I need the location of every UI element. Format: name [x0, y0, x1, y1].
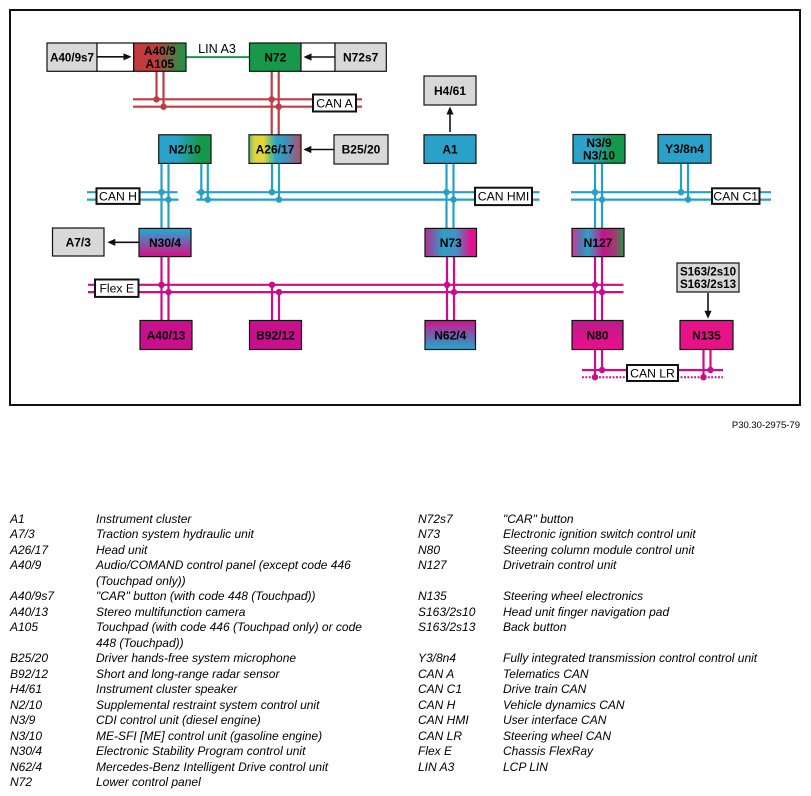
svg-text:N73: N73: [440, 236, 462, 250]
svg-text:N3/10: N3/10: [583, 148, 615, 162]
svg-text:A40/9s7: A40/9s7: [50, 51, 94, 64]
svg-text:Y3/8n4: Y3/8n4: [665, 142, 704, 156]
svg-text:A40/9: A40/9: [144, 44, 176, 58]
svg-text:S163/2s10: S163/2s10: [680, 266, 736, 279]
svg-text:N3/9: N3/9: [586, 136, 612, 150]
svg-text:N72s7: N72s7: [343, 50, 379, 64]
svg-text:B92/12: B92/12: [256, 328, 295, 342]
svg-text:CAN C1: CAN C1: [713, 189, 758, 203]
svg-text:CAN LR: CAN LR: [630, 366, 675, 380]
svg-text:CAN HMI: CAN HMI: [478, 190, 529, 204]
svg-text:CAN H: CAN H: [99, 189, 137, 203]
svg-text:H4/61: H4/61: [434, 84, 466, 98]
svg-text:N30/4: N30/4: [149, 236, 181, 250]
svg-text:S163/2s13: S163/2s13: [680, 278, 737, 291]
svg-text:Flex E: Flex E: [99, 282, 134, 296]
svg-text:A1: A1: [442, 142, 458, 156]
svg-text:A7/3: A7/3: [66, 235, 92, 249]
svg-text:A105: A105: [146, 57, 175, 71]
svg-text:N2/10: N2/10: [169, 142, 201, 156]
svg-text:N62/4: N62/4: [434, 328, 466, 342]
svg-text:N127: N127: [584, 236, 613, 250]
svg-text:LIN A3: LIN A3: [198, 42, 236, 56]
svg-text:P30.30-2975-79: P30.30-2975-79: [732, 420, 800, 431]
svg-text:N135: N135: [692, 328, 721, 342]
svg-text:N80: N80: [586, 328, 608, 342]
svg-text:N72: N72: [264, 50, 286, 64]
svg-text:A26/17: A26/17: [256, 142, 295, 156]
svg-text:B25/20: B25/20: [342, 143, 381, 157]
svg-text:A40/13: A40/13: [147, 328, 186, 342]
svg-text:CAN A: CAN A: [316, 96, 353, 110]
